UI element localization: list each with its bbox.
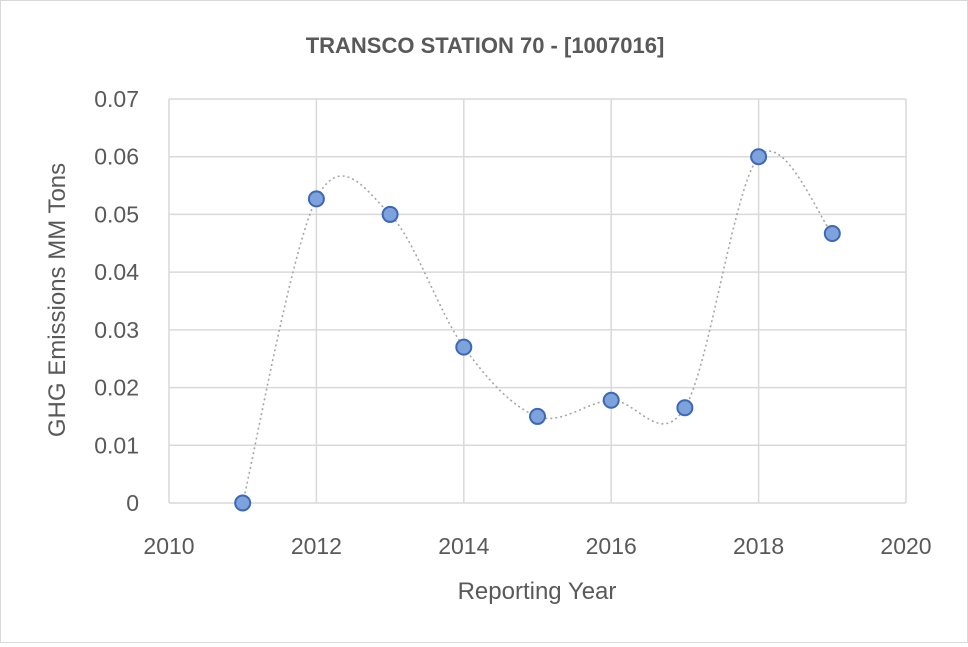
data-point: [529, 407, 546, 425]
y-tick-label: 0.07: [94, 86, 139, 112]
x-tick-label: 2018: [733, 533, 784, 559]
data-point: [823, 224, 841, 242]
x-tick-label: 2014: [438, 533, 489, 559]
x-axis-title: Reporting Year: [458, 578, 617, 605]
y-tick-label: 0.02: [94, 375, 139, 401]
data-point: [234, 494, 252, 512]
data-point: [455, 338, 473, 356]
y-axis-ticks: 0 0.01 0.02 0.03 0.04 0.05 0.06 0.07: [94, 86, 139, 516]
y-tick-label: 0.01: [94, 432, 139, 458]
gridlines: [168, 98, 907, 504]
y-tick-label: 0: [126, 490, 139, 516]
data-point: [381, 205, 399, 223]
y-tick-label: 0.03: [94, 317, 139, 343]
x-tick-label: 2012: [291, 533, 342, 559]
x-tick-label: 2016: [586, 533, 637, 559]
y-tick-label: 0.05: [94, 201, 139, 227]
data-point: [750, 148, 768, 166]
data-point: [307, 190, 325, 208]
smoothed-trend-line: [241, 150, 833, 504]
y-tick-label: 0.04: [94, 259, 139, 285]
data-point: [602, 391, 620, 409]
data-point: [676, 399, 694, 417]
x-tick-label: 2010: [143, 533, 194, 559]
y-axis-title: GHG Emissions MM Tons: [44, 163, 71, 437]
y-tick-label: 0.06: [94, 144, 139, 170]
x-tick-label: 2020: [880, 533, 931, 559]
chart-title: TRANSCO STATION 70 - [1007016]: [306, 33, 665, 58]
data-points: [234, 148, 841, 512]
x-axis-ticks: 2010 2012 2014 2016 2018 2020: [143, 533, 931, 559]
